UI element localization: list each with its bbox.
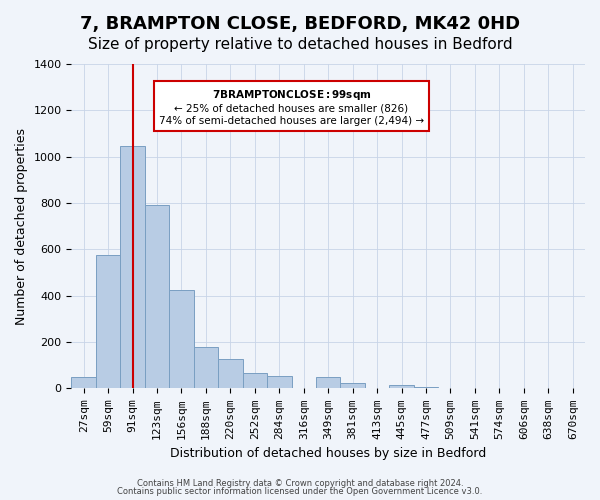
Bar <box>316 378 340 388</box>
Bar <box>389 385 414 388</box>
Bar <box>194 347 218 389</box>
Y-axis label: Number of detached properties: Number of detached properties <box>15 128 28 324</box>
Bar <box>218 360 242 388</box>
Bar <box>169 290 194 388</box>
Bar <box>96 255 121 388</box>
Text: 7, BRAMPTON CLOSE, BEDFORD, MK42 0HD: 7, BRAMPTON CLOSE, BEDFORD, MK42 0HD <box>80 15 520 33</box>
Text: Contains public sector information licensed under the Open Government Licence v3: Contains public sector information licen… <box>118 487 482 496</box>
Bar <box>242 374 267 388</box>
Bar <box>71 377 96 388</box>
Bar <box>267 376 292 388</box>
Bar <box>121 146 145 388</box>
Text: $\bf{7 BRAMPTON CLOSE: 99sqm}$
← 25% of detached houses are smaller (826)
74% of: $\bf{7 BRAMPTON CLOSE: 99sqm}$ ← 25% of … <box>159 88 424 126</box>
Text: Size of property relative to detached houses in Bedford: Size of property relative to detached ho… <box>88 38 512 52</box>
Bar <box>145 206 169 388</box>
Text: Contains HM Land Registry data © Crown copyright and database right 2024.: Contains HM Land Registry data © Crown c… <box>137 478 463 488</box>
X-axis label: Distribution of detached houses by size in Bedford: Distribution of detached houses by size … <box>170 447 487 460</box>
Bar <box>340 382 365 388</box>
